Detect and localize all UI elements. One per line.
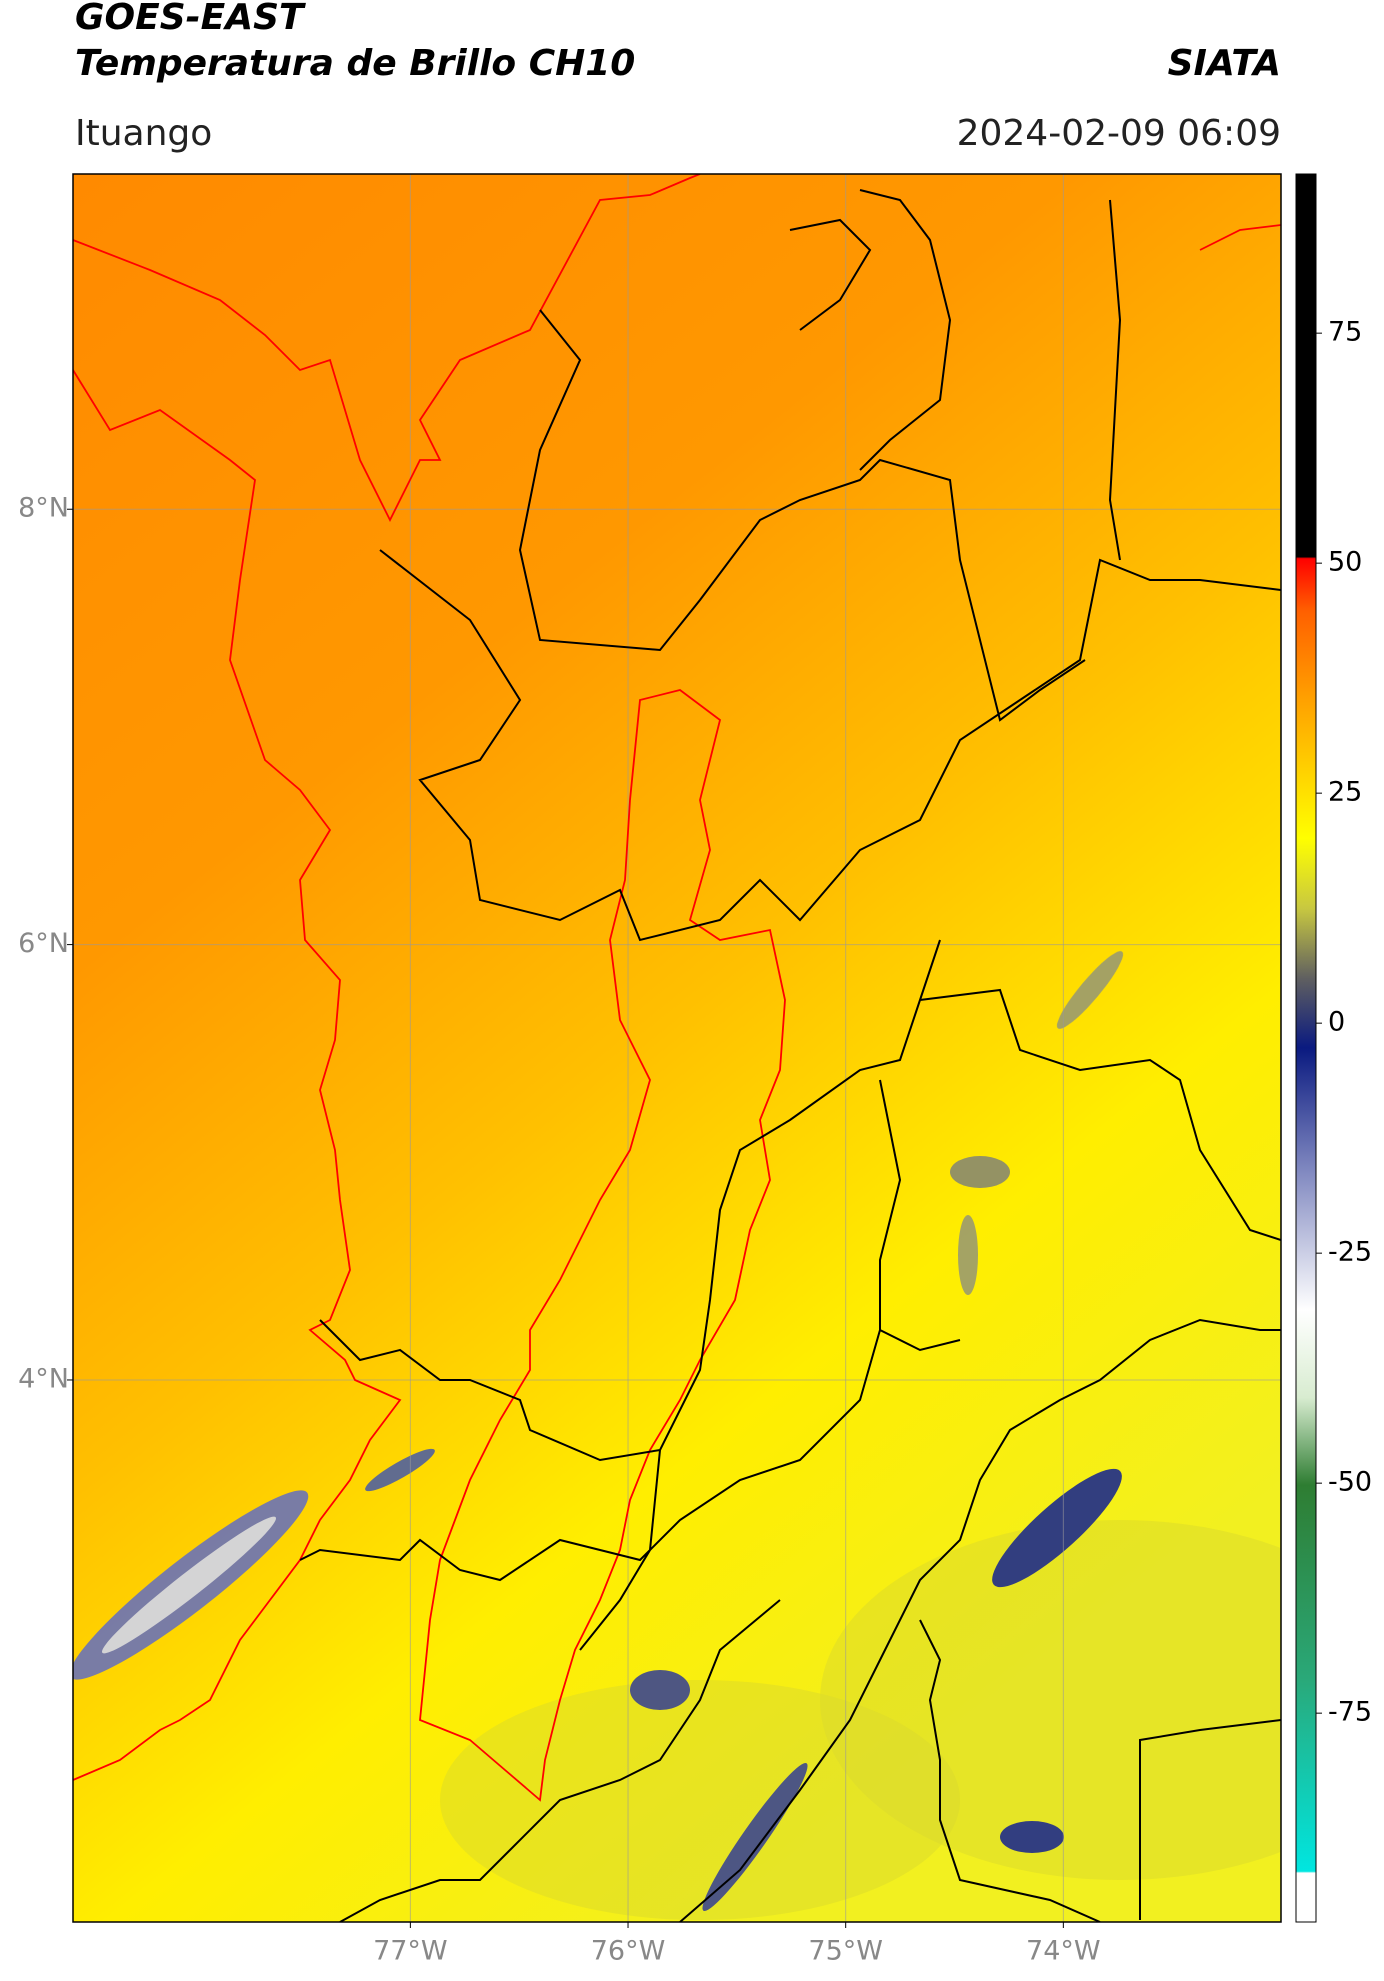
- graticule: [73, 174, 1281, 1922]
- y-tick-label: 6°N: [18, 928, 69, 959]
- colorbar-tick-label: 25: [1328, 777, 1362, 808]
- coastline: [73, 174, 1281, 1781]
- temperature-field: [73, 174, 1281, 1922]
- map-area: [73, 174, 1281, 1922]
- x-tick-label: 75°W: [808, 1936, 883, 1967]
- title-line-1: GOES-EAST: [75, 0, 306, 38]
- colorbar-tick-label: 50: [1328, 547, 1362, 578]
- colorbar-tick-label: -25: [1328, 1237, 1372, 1268]
- basin-outline: [419, 689, 786, 1802]
- y-tick-label: 8°N: [18, 493, 69, 524]
- colorbar-tick-label: 75: [1328, 317, 1362, 348]
- map-frame: [72, 173, 1282, 1923]
- cloud-patches: [73, 951, 1281, 1920]
- department-borders: [299, 189, 1281, 1922]
- colorbar-tick-label: 0: [1328, 1007, 1345, 1038]
- colorbar: [1295, 173, 1317, 1923]
- x-tick-label: 77°W: [373, 1936, 448, 1967]
- source-label: SIATA: [1168, 43, 1281, 84]
- title-line-2: Temperatura de Brillo CH10: [75, 43, 635, 84]
- timestamp: 2024-02-09 06:09: [957, 113, 1281, 154]
- x-tick-label: 76°W: [591, 1936, 666, 1967]
- colorbar-tick-label: -50: [1328, 1467, 1372, 1498]
- location-label: Ituango: [75, 113, 212, 154]
- x-tick-label: 74°W: [1026, 1936, 1101, 1967]
- y-tick-label: 4°N: [18, 1363, 69, 1394]
- colorbar-tick-label: -75: [1328, 1697, 1372, 1728]
